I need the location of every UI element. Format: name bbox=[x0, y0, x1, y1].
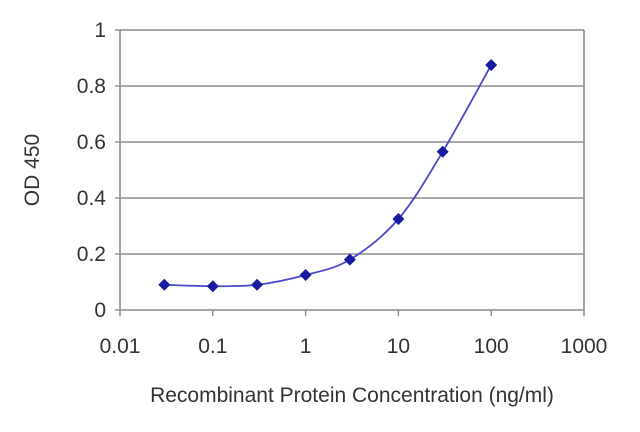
y-tick-label: 0.4 bbox=[77, 187, 107, 210]
data-point bbox=[485, 59, 498, 71]
series-layer bbox=[158, 59, 498, 293]
x-tick-label: 100 bbox=[474, 335, 509, 358]
data-point bbox=[251, 278, 264, 291]
data-point bbox=[299, 269, 312, 281]
tick-labels: 0 0.2 0.4 0.6 0.8 1 0.01 0.1 1 10 100 1000 bbox=[77, 19, 608, 358]
x-tick-label: 0.1 bbox=[198, 335, 227, 358]
y-tick-label: 0.8 bbox=[77, 75, 106, 98]
gridlines bbox=[120, 29, 584, 255]
data-point bbox=[392, 213, 405, 225]
x-axis-title: Recombinant Protein Concentration (ng/ml… bbox=[150, 384, 554, 407]
y-axis-title: OD 450 bbox=[21, 134, 44, 206]
y-tick-label: 1 bbox=[94, 19, 106, 42]
x-tick-label: 0.01 bbox=[100, 335, 141, 358]
y-tick-label: 0.2 bbox=[77, 243, 106, 266]
data-point bbox=[436, 145, 449, 158]
x-tick-label: 1000 bbox=[561, 335, 608, 358]
series-line bbox=[164, 64, 492, 288]
y-tick-label: 0 bbox=[94, 299, 106, 322]
y-tick-label: 0.6 bbox=[77, 131, 106, 154]
data-point bbox=[158, 278, 171, 291]
axes bbox=[115, 29, 585, 316]
x-tick-label: 1 bbox=[300, 335, 312, 358]
data-point bbox=[206, 280, 219, 293]
x-tick-label: 10 bbox=[387, 335, 410, 358]
data-point bbox=[343, 253, 356, 266]
